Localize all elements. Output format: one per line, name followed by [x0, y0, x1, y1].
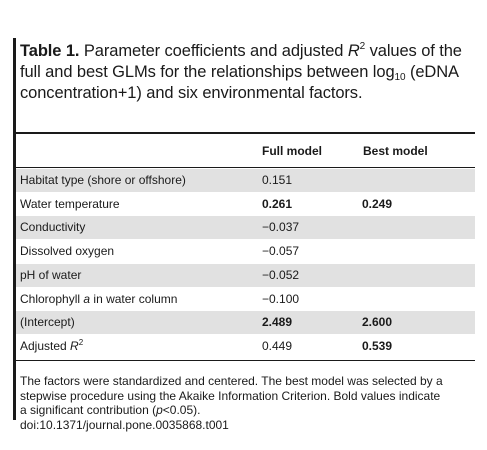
table-bottom-rule	[16, 360, 475, 361]
table-row: Habitat type (shore or offshore) 0.151	[16, 169, 475, 192]
full-model-value: 0.151	[262, 173, 293, 187]
caption-text-2: full and best GLMs for the relationships…	[20, 63, 395, 81]
row-label: Dissolved oxygen	[20, 244, 115, 259]
table-caption: Table 1. Parameter coefficients and adju…	[20, 41, 470, 104]
full-model-value: 2.489	[262, 315, 293, 330]
caption-text-1-end: values of the	[365, 42, 462, 60]
footnote-line-1: The factors were standardized and center…	[20, 374, 443, 388]
table-row: Chlorophyll a in water column −0.100	[16, 288, 475, 311]
caption-r-sup: 2	[359, 41, 366, 52]
table-row: Dissolved oxygen −0.057	[16, 240, 475, 263]
best-model-value: 2.600	[362, 315, 393, 330]
footnote-line-2: stepwise procedure using the Akaike Info…	[20, 388, 441, 403]
full-model-value: −0.052	[262, 267, 300, 282]
caption-r: R	[347, 42, 360, 60]
footnote-doi: doi:10.1371/journal.pone.0035868.t001	[20, 417, 229, 432]
row-label: Habitat type (shore or offshore)	[20, 173, 186, 187]
caption-text-1: Parameter coefficients and adjusted	[79, 42, 348, 60]
row-label: pH of water	[20, 267, 82, 282]
row-label: Chlorophyll a in water column	[20, 291, 178, 306]
footnote-line-3: a significant contribution (p<0.05).	[20, 403, 201, 417]
full-model-value: 0.449	[262, 338, 293, 353]
caption-label: Table 1.	[20, 42, 80, 60]
table-header-rule	[16, 167, 475, 168]
best-model-value: 0.249	[362, 196, 393, 211]
header-full-model: Full model	[262, 144, 322, 158]
row-label: Conductivity	[20, 220, 86, 235]
full-model-value: −0.037	[262, 220, 300, 235]
caption-log-sub: 10	[394, 72, 406, 83]
table-row: pH of water −0.052	[16, 263, 475, 287]
full-model-value: −0.057	[262, 244, 300, 259]
row-label: Adjusted R2	[20, 337, 84, 353]
full-model-value: −0.100	[262, 291, 300, 306]
row-label: (Intercept)	[20, 315, 75, 330]
best-model-value: 0.539	[362, 338, 393, 353]
caption-text-3: concentration+1) and six environmental f…	[20, 84, 363, 102]
table-row: Conductivity −0.037	[16, 216, 475, 240]
table-row: (Intercept) 2.489 2.600	[16, 311, 475, 335]
table-row: Adjusted R2 0.449 0.539	[16, 335, 475, 358]
header-best-model: Best model	[363, 144, 428, 158]
table-row: Water temperature 0.261 0.249	[16, 193, 475, 216]
full-model-value: 0.261	[262, 196, 293, 211]
caption-text-2-end: (eDNA	[405, 63, 459, 81]
row-label: Water temperature	[20, 196, 120, 211]
caption-left-bar	[13, 38, 16, 420]
table-top-rule	[16, 132, 475, 134]
table-footnote: The factors were standardized and center…	[20, 374, 475, 432]
